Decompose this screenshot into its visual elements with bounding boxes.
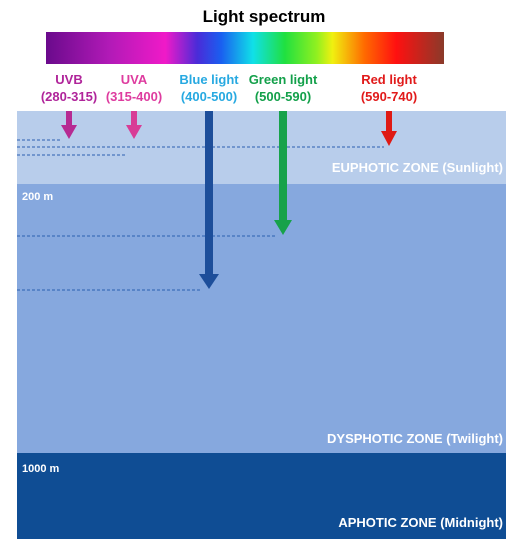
uva-arrow-shaft bbox=[131, 111, 137, 127]
band-label-green: Green light (500-590) bbox=[249, 72, 318, 104]
dysphotic-zone-label: DYSPHOTIC ZONE (Twilight) bbox=[327, 431, 503, 446]
band-label-uva: UVA (315-400) bbox=[106, 72, 162, 104]
blue-light-arrow bbox=[199, 111, 219, 289]
band-label-uvb: UVB (280-315) bbox=[41, 72, 97, 104]
uvb-arrow bbox=[61, 111, 77, 139]
band-name: Blue light bbox=[179, 72, 239, 87]
band-label-red: Red light (590-740) bbox=[361, 72, 418, 104]
red-light-arrow bbox=[381, 111, 397, 146]
uva-arrow bbox=[126, 111, 142, 139]
red-arrow-shaft bbox=[386, 111, 392, 133]
band-label-blue: Blue light (400-500) bbox=[179, 72, 239, 104]
green-arrow-shaft bbox=[279, 111, 287, 222]
band-range: (400-500) bbox=[181, 89, 237, 104]
band-name: UVA bbox=[121, 72, 148, 87]
depth-label-200m: 200 m bbox=[22, 191, 53, 203]
band-name: Green light bbox=[249, 72, 318, 87]
green-arrow-head bbox=[274, 220, 292, 235]
uvb-arrow-shaft bbox=[66, 111, 72, 127]
dysphotic-zone bbox=[17, 184, 506, 453]
band-range: (280-315) bbox=[41, 89, 97, 104]
band-name: Red light bbox=[361, 72, 417, 87]
aphotic-zone-label: APHOTIC ZONE (Midnight) bbox=[338, 515, 503, 530]
red-arrow-head bbox=[381, 131, 397, 146]
band-range: (500-590) bbox=[255, 89, 311, 104]
depth-label-1000m: 1000 m bbox=[22, 463, 60, 475]
uva-arrow-head bbox=[126, 125, 142, 139]
band-range: (590-740) bbox=[361, 89, 417, 104]
blue-arrow-head bbox=[199, 274, 219, 289]
spectrum-bar bbox=[46, 32, 444, 64]
band-range: (315-400) bbox=[106, 89, 162, 104]
aphotic-zone bbox=[17, 453, 506, 539]
band-name: UVB bbox=[55, 72, 82, 87]
blue-arrow-shaft bbox=[205, 111, 213, 276]
diagram-title: Light spectrum bbox=[203, 7, 326, 26]
green-light-arrow bbox=[274, 111, 292, 235]
uvb-arrow-head bbox=[61, 125, 77, 139]
euphotic-zone-label: EUPHOTIC ZONE (Sunlight) bbox=[332, 160, 503, 175]
